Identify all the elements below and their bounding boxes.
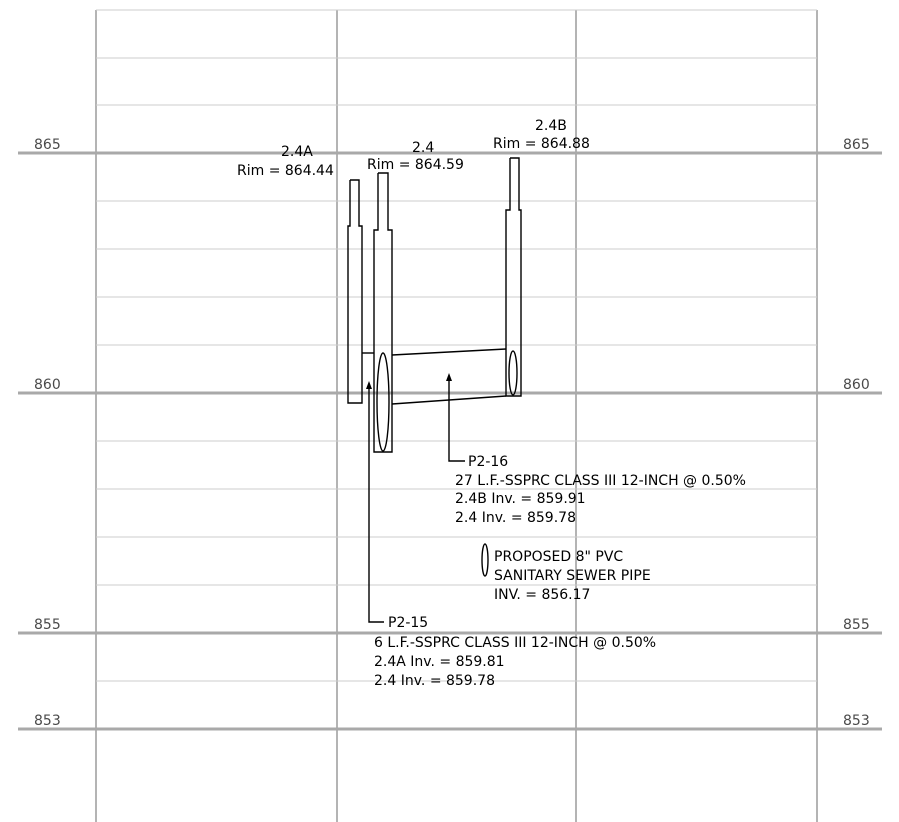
rim-label-2-4: Rim = 864.59 [367,157,464,173]
elevation-label-right: 860 [843,377,870,393]
pipe-opening-2-4b-ellipse [508,350,518,396]
elevation-label-left: 860 [34,377,61,393]
pipe-p2-16-crown [391,348,507,356]
elevation-label-left: 865 [34,137,61,153]
structure-label-2-4a: 2.4A [281,144,313,160]
pipe-label-p2-16: P2-16 [468,454,508,470]
pipe-desc-p2-15: 6 L.F.-SSPRC CLASS III 12-INCH @ 0.50% [374,635,656,651]
elevation-label-right: 865 [843,137,870,153]
elevation-label-left: 853 [34,713,61,729]
pipe-inv-2-4: 2.4 Inv. = 859.78 [374,673,495,689]
manhole-2-4a [347,179,363,404]
callout-p2-16: P2-16 27 L.F.-SSPRC CLASS III 12-INCH @ … [446,373,746,526]
elevation-label-right: 855 [843,617,870,633]
pipe-inv-2-4b: 2.4B Inv. = 859.91 [455,491,586,507]
major-horizontal-grid [18,151,882,731]
arrowhead-icon [366,381,372,389]
structure-2-4a: 2.4A Rim = 864.44 [237,144,363,404]
rim-label-2-4a: Rim = 864.44 [237,163,334,179]
vertical-grid [95,10,818,822]
pipes [362,348,518,452]
structure-label-2-4b: 2.4B [535,118,567,134]
crossing-line-2: SANITARY SEWER PIPE [494,568,651,584]
arrowhead-icon [446,373,452,381]
manhole-2-4 [373,172,393,453]
elevation-label-left: 855 [34,617,61,633]
elevation-labels: 865 865 860 860 855 855 853 853 [34,137,870,729]
manhole-2-4b [505,157,522,397]
pvc-pipe-section-icon [481,543,489,577]
crossing-line-3: INV. = 856.17 [494,587,590,603]
pipe-desc-p2-16: 27 L.F.-SSPRC CLASS III 12-INCH @ 0.50% [455,473,746,489]
crossing-note: PROPOSED 8" PVC SANITARY SEWER PIPE INV.… [481,543,651,603]
leader-line-p2-16 [448,380,465,462]
structure-2-4b: 2.4B Rim = 864.88 [493,118,590,397]
elevation-label-right: 853 [843,713,870,729]
crossing-line-1: PROPOSED 8" PVC [494,549,623,565]
pipe-inv-2-4a: 2.4A Inv. = 859.81 [374,654,505,670]
structure-2-4: 2.4 Rim = 864.59 [367,140,464,453]
callout-p2-15: P2-15 6 L.F.-SSPRC CLASS III 12-INCH @ 0… [366,381,656,689]
pipe-label-p2-15: P2-15 [388,615,428,631]
pipe-inv-2-4: 2.4 Inv. = 859.78 [455,510,576,526]
minor-horizontal-grid [96,9,817,682]
leader-line-p2-15 [368,388,384,623]
rim-label-2-4b: Rim = 864.88 [493,136,590,152]
pipe-opening-2-4-ellipse [376,352,390,452]
structure-label-2-4: 2.4 [412,140,434,156]
